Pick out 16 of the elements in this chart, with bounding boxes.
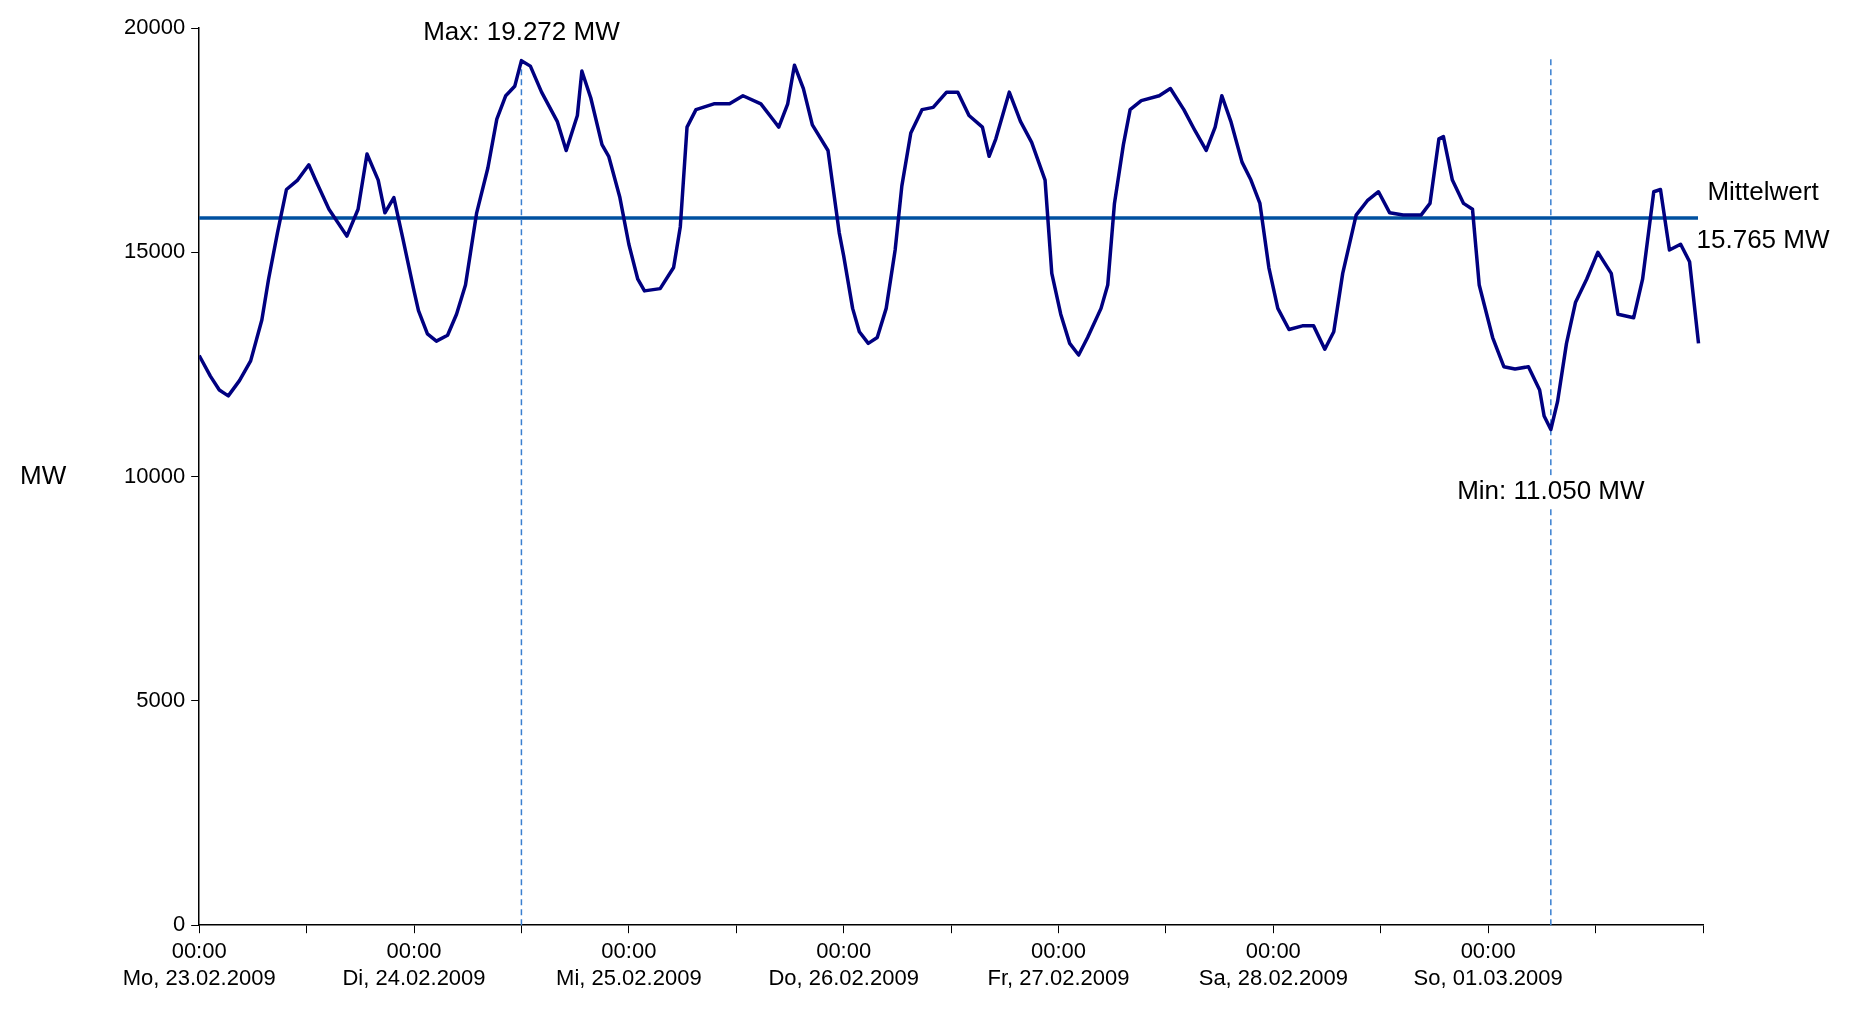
- x-tick-label: 00:00 Fr, 27.02.2009: [987, 938, 1130, 990]
- y-axis-title: MW: [20, 459, 67, 490]
- ref-line-label: Mittelwert 15.765 MW: [1696, 176, 1830, 255]
- y-tick-label: 15000: [123, 238, 186, 264]
- x-tick-label: 00:00 So, 01.03.2009: [1413, 938, 1563, 990]
- annotation: Min: 11.050 MW: [1457, 474, 1645, 505]
- x-tick-label: 00:00 Do, 26.02.2009: [768, 938, 919, 990]
- x-tick-label: 00:00 Mi, 25.02.2009: [556, 938, 702, 990]
- y-tick-label: 5000: [136, 686, 186, 712]
- y-tick-label: 20000: [123, 14, 186, 40]
- annotation: Max: 19.272 MW: [423, 15, 621, 46]
- x-tick-label: 00:00 Di, 24.02.2009: [342, 938, 486, 990]
- x-tick-label: 00:00 Mo, 23.02.2009: [122, 938, 276, 990]
- y-tick-label: 0: [172, 911, 186, 937]
- y-tick-label: 10000: [123, 462, 186, 488]
- x-tick-label: 00:00 Sa, 28.02.2009: [1198, 938, 1348, 990]
